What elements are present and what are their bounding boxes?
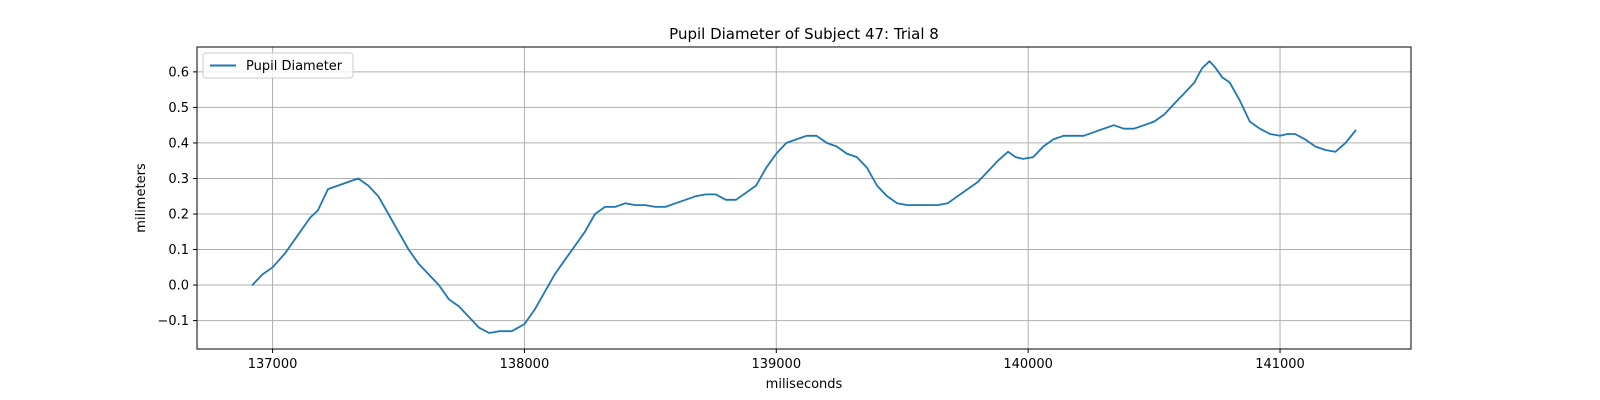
legend-label-pupil-diameter: Pupil Diameter — [246, 59, 343, 74]
series-line-pupil-diameter — [251, 60, 1357, 334]
y-tick-label: 0.4 — [168, 136, 189, 151]
x-tick-label: 141000 — [1255, 357, 1305, 372]
x-axis-ticks: 137000 138000 139000 140000 141000 — [248, 349, 1305, 372]
y-tick-label: 0.6 — [168, 65, 189, 80]
series-layer — [251, 60, 1357, 334]
y-tick-label: 0.0 — [168, 279, 189, 294]
legend: Pupil Diameter — [202, 52, 354, 79]
y-tick-label: 0.2 — [168, 207, 189, 222]
y-tick-label: 0.1 — [168, 243, 189, 258]
y-tick-label: −0.1 — [157, 314, 189, 329]
chart-title: Pupil Diameter of Subject 47: Trial 8 — [669, 25, 939, 43]
x-tick-label: 139000 — [751, 357, 801, 372]
y-tick-label: 0.5 — [168, 101, 189, 116]
legend-box — [202, 52, 354, 79]
x-tick-label: 137000 — [248, 357, 298, 372]
y-axis-label: milimeters — [134, 163, 149, 233]
x-tick-label: 138000 — [500, 357, 550, 372]
grid-lines — [197, 47, 1411, 349]
y-axis-ticks: −0.1 0.0 0.1 0.2 0.3 0.4 0.5 0.6 — [157, 65, 197, 329]
y-tick-label: 0.3 — [168, 172, 189, 187]
plot-frame — [196, 46, 1412, 350]
x-tick-label: 140000 — [1003, 357, 1053, 372]
x-axis-label: miliseconds — [766, 377, 843, 392]
